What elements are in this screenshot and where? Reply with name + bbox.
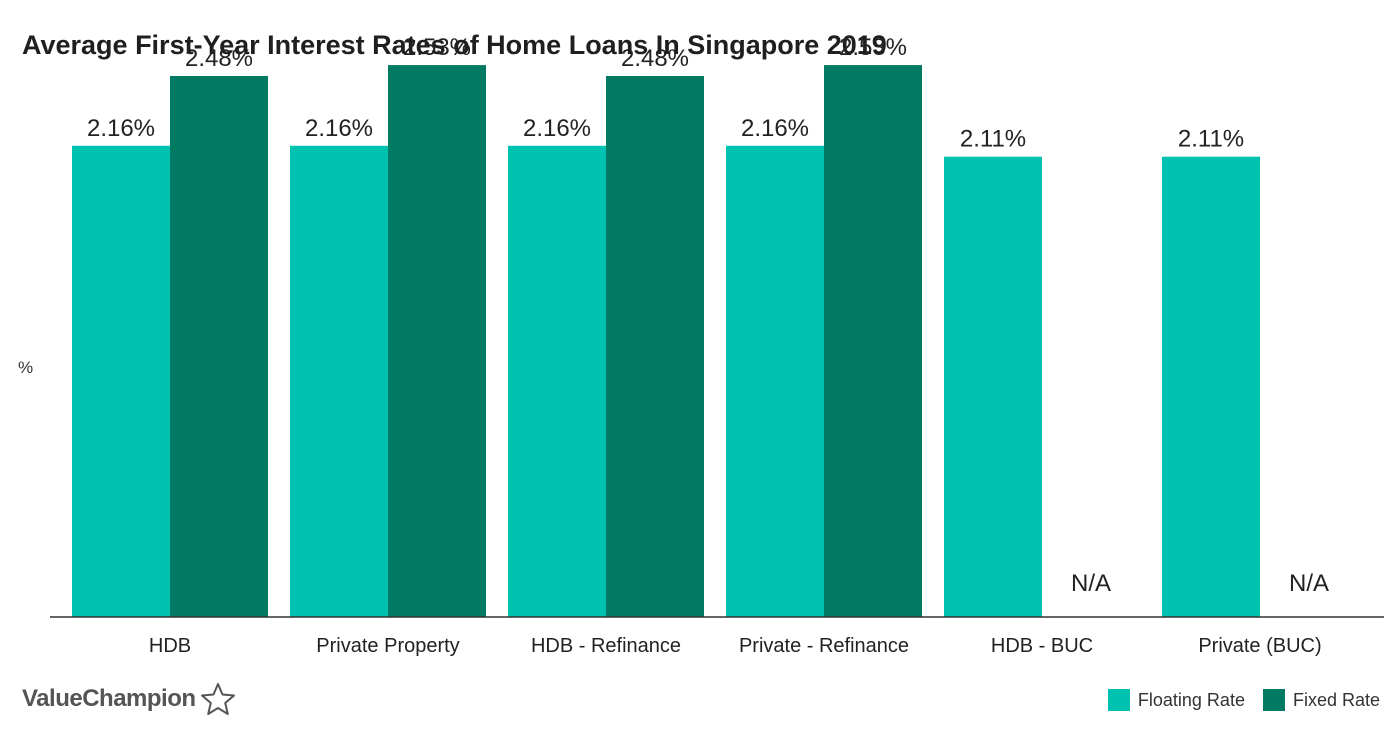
value-label-floating-5: 2.11% xyxy=(1178,126,1244,153)
value-label-floating-4: 2.11% xyxy=(960,126,1026,153)
bar-fixed-3 xyxy=(824,65,922,617)
brand-logo-text: ValueChampion xyxy=(22,685,196,712)
bar-fixed-2 xyxy=(606,75,704,617)
y-axis-label: % xyxy=(18,358,34,377)
bar-floating-2 xyxy=(508,145,606,618)
bars-group xyxy=(72,65,1260,618)
legend-swatch-fixed xyxy=(1262,689,1285,711)
value-label-fixed-1: 2.53% xyxy=(403,34,471,61)
legend-item-floating: Floating Rate xyxy=(1107,689,1245,711)
legend-item-fixed: Fixed Rate xyxy=(1262,689,1380,711)
bar-floating-3 xyxy=(726,145,824,618)
category-label-4: HDB - BUC xyxy=(991,635,1093,657)
na-label-5: N/A xyxy=(1289,570,1329,597)
value-label-floating-3: 2.16% xyxy=(741,115,809,142)
category-label-1: Private Property xyxy=(316,635,459,657)
bar-fixed-0 xyxy=(170,75,268,617)
chart-title: Average First-Year Interest Rates of Hom… xyxy=(22,30,887,60)
bar-floating-1 xyxy=(290,145,388,618)
value-label-floating-2: 2.16% xyxy=(523,115,591,142)
legend-label-fixed: Fixed Rate xyxy=(1292,689,1380,710)
value-label-floating-0: 2.16% xyxy=(87,115,155,142)
legend: Floating Rate Fixed Rate xyxy=(1090,689,1380,711)
bar-fixed-1 xyxy=(388,65,486,617)
brand-logo: ValueChampion xyxy=(22,682,236,716)
value-labels-group: 2.16% 2.48% 2.16% 2.53% 2.16% 2.48% 2.16% 2.53%… xyxy=(87,34,1329,597)
value-label-fixed-0: 2.48% xyxy=(185,45,253,72)
na-label-4: N/A xyxy=(1071,570,1111,597)
bar-floating-4 xyxy=(944,156,1042,618)
bar-floating-5 xyxy=(1162,156,1260,618)
category-label-0: HDB xyxy=(149,635,191,657)
bar-floating-0 xyxy=(72,145,170,618)
star-outline-icon xyxy=(200,682,236,716)
category-labels-group: HDB Private Property HDB - Refinance Privat… xyxy=(149,635,1322,657)
category-label-5: Private (BUC) xyxy=(1198,635,1321,657)
category-label-3: Private - Refinance xyxy=(739,635,909,657)
value-label-floating-1: 2.16% xyxy=(305,115,373,142)
legend-swatch-floating xyxy=(1107,689,1130,711)
value-label-fixed-2: 2.48% xyxy=(621,45,689,72)
legend-label-floating: Floating Rate xyxy=(1137,689,1245,710)
category-label-2: HDB - Refinance xyxy=(531,635,681,657)
value-label-fixed-3: 2.53% xyxy=(839,34,907,61)
